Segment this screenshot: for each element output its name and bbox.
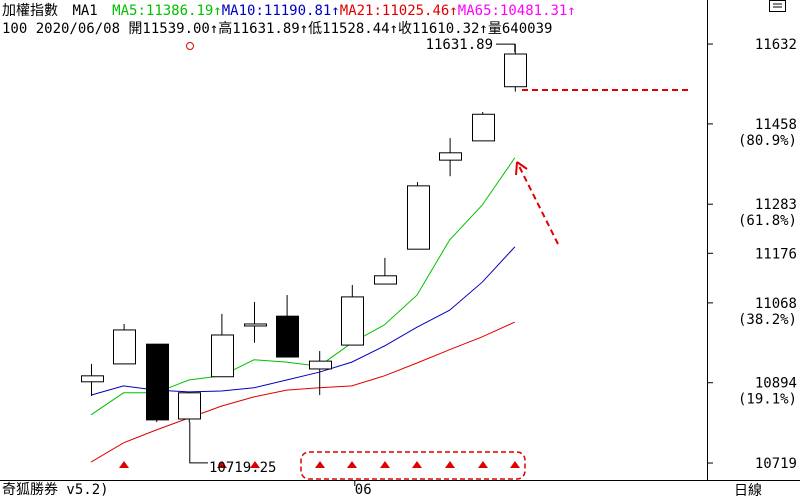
y-tick-label: 11068 [755, 296, 797, 312]
period-label: 日線 [734, 483, 762, 499]
signal-triangle [250, 461, 260, 468]
trend-arrow-head [515, 161, 528, 176]
highlight-box [300, 451, 526, 480]
fib-label: (61.8%) [738, 213, 797, 229]
candle-body [341, 296, 364, 346]
signal-triangle [510, 461, 520, 468]
ma-line [90, 321, 516, 463]
candle-body [244, 323, 267, 327]
header-legend: 加權指數 MA1 MA5:11386.19↑MA10:11190.81↑MA21… [2, 3, 576, 19]
low-leader [189, 422, 208, 464]
candle-body [309, 360, 332, 370]
trend-arrow [518, 165, 559, 245]
signal-triangle [119, 461, 129, 468]
window-button[interactable] [769, 0, 786, 12]
candle-body [146, 343, 169, 421]
y-tick-label: 10894 [755, 376, 797, 392]
signal-triangle [445, 461, 455, 468]
signal-triangle [412, 461, 422, 468]
info-line: 100 2020/06/08 開11539.00↑高11631.89↑低1152… [2, 20, 552, 37]
signal-circle [186, 42, 194, 50]
fib-label: (38.2%) [738, 312, 797, 328]
legend-entry: MA65:10481.31↑ [458, 3, 576, 19]
candle-body [472, 113, 495, 142]
candle-body [276, 315, 299, 358]
candle-body [439, 152, 462, 161]
legend-entry: MA21:11025.46↑ [340, 3, 458, 19]
y-tick-label: 11632 [755, 37, 797, 53]
candle-body [211, 334, 234, 378]
signal-markers [119, 461, 520, 468]
x-tick-label: 06 [355, 482, 372, 498]
signal-triangle [380, 461, 390, 468]
chart-subtitle: MA1 [72, 3, 97, 19]
signal-triangle [478, 461, 488, 468]
candle-body [81, 375, 104, 383]
legend-entry: MA10:11190.81↑ [222, 3, 340, 19]
candle-body [178, 392, 201, 420]
low-label: 10719.25 [209, 460, 276, 476]
y-tick-label: 10719 [755, 456, 797, 472]
candle-body [374, 275, 397, 285]
y-tick-label: 11283 [755, 197, 797, 213]
candle-body [504, 53, 527, 88]
y-tick-label: 11176 [755, 246, 797, 262]
fib-label: (80.9%) [738, 133, 797, 149]
signal-triangle [217, 461, 227, 468]
fib-label: (19.1%) [738, 392, 797, 408]
candle-body [407, 185, 430, 250]
chart-title: 加權指數 [2, 3, 58, 19]
legend-entry: MA5:11386.19↑ [112, 3, 222, 19]
high-leader [496, 43, 516, 53]
signal-triangle [347, 461, 357, 468]
candle-body [113, 329, 136, 365]
y-tick-label: 11458 [755, 117, 797, 133]
footer-brand: 奇狐勝券 v5.2) [2, 481, 109, 498]
signal-triangle [315, 461, 325, 468]
high-label: 11631.89 [426, 37, 493, 53]
